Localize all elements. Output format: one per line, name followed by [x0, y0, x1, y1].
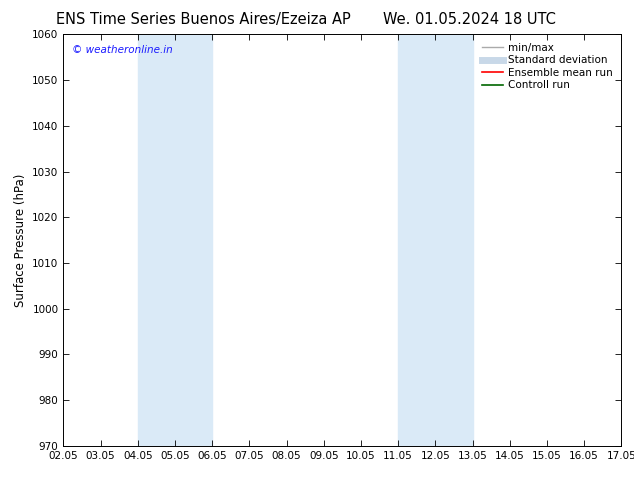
Bar — [398, 34, 472, 446]
Bar — [138, 34, 212, 446]
Text: © weatheronline.in: © weatheronline.in — [72, 45, 172, 54]
Legend: min/max, Standard deviation, Ensemble mean run, Controll run: min/max, Standard deviation, Ensemble me… — [479, 40, 616, 94]
Y-axis label: Surface Pressure (hPa): Surface Pressure (hPa) — [14, 173, 27, 307]
Text: We. 01.05.2024 18 UTC: We. 01.05.2024 18 UTC — [383, 12, 555, 27]
Text: ENS Time Series Buenos Aires/Ezeiza AP: ENS Time Series Buenos Aires/Ezeiza AP — [56, 12, 350, 27]
